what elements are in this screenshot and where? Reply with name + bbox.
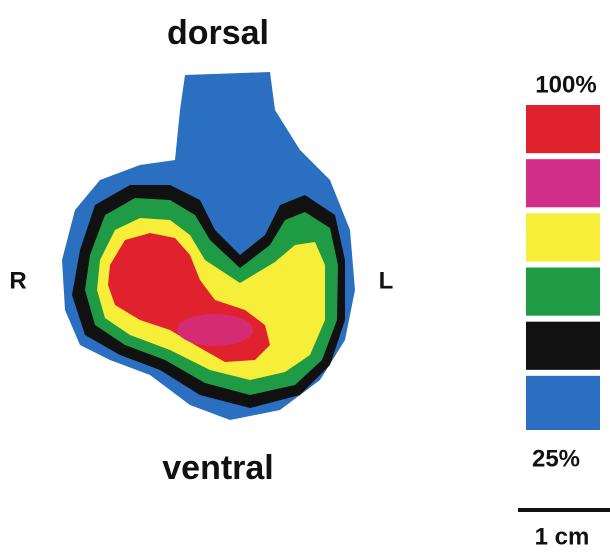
right-label: L — [379, 267, 394, 294]
scale-band — [526, 213, 600, 261]
figure: dorsal ventral R L 100% 25% 1 cm — [0, 0, 610, 552]
scale-band — [526, 322, 600, 370]
heat-map — [62, 72, 355, 420]
scale-band — [526, 105, 600, 153]
scale-band — [526, 376, 600, 430]
color-scale — [526, 105, 600, 430]
left-label: R — [9, 267, 26, 294]
magenta-region — [177, 314, 253, 346]
scale-min-label: 25% — [532, 445, 580, 472]
top-label: dorsal — [167, 14, 269, 52]
scale-band — [526, 159, 600, 207]
bottom-label: ventral — [162, 449, 274, 487]
scale-max-label: 100% — [535, 71, 596, 98]
scale-bar-label: 1 cm — [535, 523, 590, 550]
scale-band — [526, 268, 600, 316]
